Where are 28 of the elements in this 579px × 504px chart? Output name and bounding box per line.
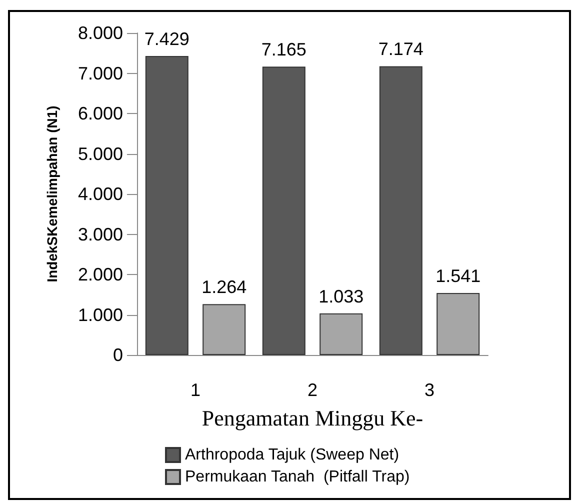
- data-label: 1.264: [202, 277, 247, 298]
- legend-label: Arthropoda Tajuk (Sweep Net): [185, 446, 400, 464]
- bar: [436, 292, 480, 355]
- y-tick-label: 8.000: [78, 23, 123, 43]
- y-tick-label: 0: [112, 345, 123, 365]
- y-tick-label: 7.000: [78, 63, 123, 84]
- y-tick-label: 2.000: [78, 264, 123, 284]
- bar: [202, 304, 246, 355]
- x-tick-label: 3: [424, 380, 435, 400]
- data-label: 1.541: [436, 266, 481, 286]
- y-tick-label: 3.000: [78, 224, 123, 244]
- legend-label: Permukaan Tanah (Pitfall Trap): [185, 468, 410, 486]
- x-tick-label: 2: [307, 380, 318, 400]
- data-label: 7.429: [144, 28, 190, 49]
- data-label: 1.033: [318, 286, 364, 306]
- y-axis-title: IndekSKemelimpahan (N1): [44, 106, 60, 282]
- x-tick-label: 1: [190, 380, 201, 400]
- bar: [262, 66, 306, 355]
- y-tick-label: 1.000: [78, 304, 123, 325]
- x-axis-title: Pengamatan Minggu Ke-: [202, 406, 424, 430]
- bar: [379, 66, 422, 355]
- bar: [320, 313, 363, 355]
- y-tick-label: 5.000: [78, 144, 123, 164]
- data-label: 7.174: [378, 39, 424, 60]
- y-tick-label: 6.000: [78, 104, 123, 124]
- y-tick-label: 4.000: [78, 184, 123, 204]
- data-label: 7.165: [261, 40, 306, 60]
- bar: [145, 56, 188, 355]
